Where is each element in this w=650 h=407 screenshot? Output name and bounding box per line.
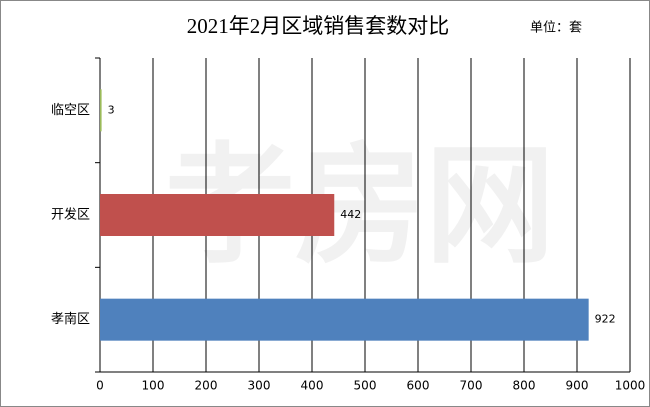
chart-title: 2021年2月区域销售套数对比: [187, 14, 450, 38]
x-tick-label: 100: [142, 379, 165, 393]
data-label: 922: [595, 313, 616, 326]
x-tick-label: 0: [96, 379, 104, 393]
x-tick-label: 1000: [615, 379, 646, 393]
x-tick-label: 200: [195, 379, 218, 393]
x-tick-label: 400: [301, 379, 324, 393]
x-tick-label: 500: [354, 379, 377, 393]
x-tick-label: 600: [407, 379, 430, 393]
y-tick-label: 开发区: [51, 207, 90, 223]
bar: [100, 89, 102, 132]
bar: [100, 194, 335, 236]
unit-label: 单位：套: [530, 20, 582, 36]
x-tick-label: 900: [566, 379, 589, 393]
y-tick-label: 临空区: [51, 103, 90, 118]
data-label: 3: [108, 103, 115, 116]
x-tick-label: 700: [460, 379, 483, 393]
bar: [100, 298, 589, 341]
data-label: 442: [340, 208, 361, 221]
x-tick-label: 300: [248, 379, 271, 393]
y-tick-label: 孝南区: [51, 311, 90, 327]
x-tick-label: 800: [513, 379, 536, 393]
